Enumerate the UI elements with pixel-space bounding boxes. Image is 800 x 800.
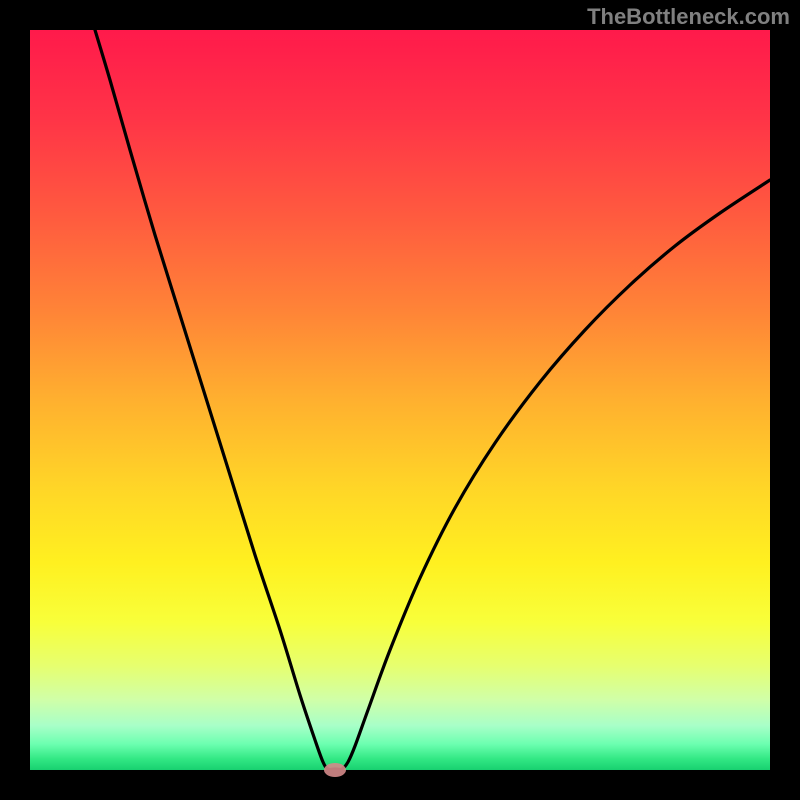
bottleneck-chart [0,0,800,800]
optimal-point-marker [324,763,346,777]
watermark-text: TheBottleneck.com [587,4,790,30]
chart-plot-area [30,30,770,770]
chart-container: TheBottleneck.com [0,0,800,800]
